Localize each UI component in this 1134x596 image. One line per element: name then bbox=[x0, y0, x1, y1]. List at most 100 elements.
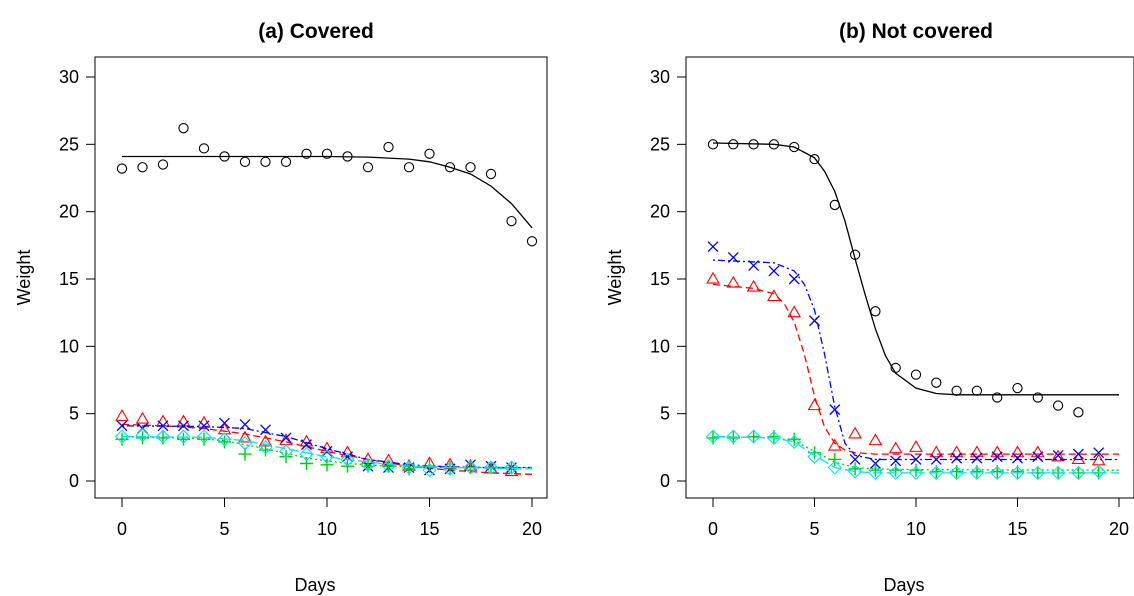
series-x bbox=[707, 241, 1119, 469]
series-triangle bbox=[706, 271, 1119, 466]
data-point-x bbox=[219, 417, 230, 429]
data-point-circle bbox=[465, 162, 476, 173]
series-circle bbox=[116, 123, 538, 247]
series-diamond bbox=[114, 428, 533, 478]
data-point-diamond bbox=[705, 429, 721, 444]
data-point-diamond bbox=[726, 429, 741, 444]
data-point-x bbox=[198, 420, 210, 432]
data-point-triangle bbox=[1051, 449, 1065, 462]
data-point-x bbox=[1012, 452, 1023, 464]
data-point-circle bbox=[137, 162, 148, 173]
data-point-triangle bbox=[746, 279, 761, 292]
data-point-x bbox=[727, 251, 739, 263]
data-point-diamond bbox=[1091, 464, 1106, 479]
y-tick-label: 15 bbox=[650, 269, 670, 289]
data-point-triangle bbox=[135, 411, 150, 424]
data-point-triangle bbox=[1010, 445, 1025, 458]
x-axis-title: Days bbox=[294, 575, 335, 595]
fit-line-plus bbox=[712, 435, 1120, 471]
data-point-x bbox=[951, 452, 963, 464]
data-point-x bbox=[788, 273, 800, 285]
fit-line-circle bbox=[122, 155, 533, 229]
data-point-diamond bbox=[299, 446, 314, 462]
data-point-diamond bbox=[969, 465, 984, 480]
data-point-diamond bbox=[929, 465, 944, 480]
data-point-circle bbox=[1052, 400, 1064, 411]
data-point-plus bbox=[279, 450, 293, 464]
plot-frame bbox=[94, 56, 548, 499]
data-point-diamond bbox=[908, 465, 924, 480]
data-point-x bbox=[910, 453, 922, 465]
data-point-diamond bbox=[807, 449, 822, 464]
data-point-diamond bbox=[258, 440, 273, 455]
data-point-diamond bbox=[155, 429, 171, 444]
data-point-triangle bbox=[115, 409, 129, 421]
data-point-diamond bbox=[848, 464, 863, 479]
data-point-x bbox=[1032, 451, 1044, 463]
x-tick-label: 5 bbox=[219, 519, 229, 539]
data-point-triangle bbox=[767, 289, 781, 302]
data-point-circle bbox=[362, 162, 374, 173]
fit-line-diamond bbox=[121, 435, 533, 470]
chart-title: (a) Covered bbox=[258, 20, 374, 43]
data-point-circle bbox=[992, 392, 1003, 403]
data-point-plus bbox=[382, 459, 395, 473]
y-tick-label: 0 bbox=[69, 471, 79, 491]
data-point-diamond bbox=[1051, 465, 1066, 480]
data-point-diamond bbox=[278, 444, 294, 459]
data-point-circle bbox=[890, 362, 901, 374]
x-tick-label: 5 bbox=[809, 519, 819, 539]
data-point-diamond bbox=[381, 459, 396, 474]
series-circle bbox=[707, 139, 1119, 418]
data-point-diamond bbox=[949, 465, 964, 480]
y-tick-label: 0 bbox=[660, 471, 670, 491]
data-point-x bbox=[890, 455, 902, 467]
data-point-x bbox=[157, 420, 169, 432]
data-point-triangle bbox=[929, 445, 944, 458]
data-point-x bbox=[260, 424, 271, 436]
data-point-plus bbox=[423, 459, 436, 473]
x-tick-label: 20 bbox=[522, 519, 542, 539]
data-point-x bbox=[1052, 449, 1064, 461]
data-point-circle bbox=[342, 151, 353, 162]
fit-line-circle bbox=[712, 142, 1119, 396]
x-tick-label: 15 bbox=[419, 519, 439, 539]
data-point-diamond bbox=[766, 430, 781, 445]
data-point-x bbox=[301, 439, 312, 451]
data-point-diamond bbox=[360, 457, 376, 472]
x-tick-label: 10 bbox=[317, 519, 337, 539]
data-point-diamond bbox=[114, 429, 130, 444]
y-tick-label: 10 bbox=[650, 336, 670, 356]
data-point-circle bbox=[971, 385, 983, 396]
y-tick-label: 30 bbox=[59, 67, 79, 87]
data-point-circle bbox=[157, 159, 169, 170]
data-point-circle bbox=[526, 236, 538, 247]
y-axis-title: Weight bbox=[14, 250, 34, 306]
y-tick-label: 15 bbox=[59, 269, 79, 289]
data-point-triangle bbox=[868, 433, 883, 446]
data-point-circle bbox=[424, 148, 435, 159]
data-point-diamond bbox=[990, 465, 1005, 480]
fit-line-triangle bbox=[712, 283, 1119, 455]
data-point-circle bbox=[829, 199, 840, 211]
data-point-diamond bbox=[196, 429, 212, 444]
data-point-diamond bbox=[442, 461, 458, 476]
data-point-triangle bbox=[970, 445, 984, 458]
data-point-diamond bbox=[868, 465, 883, 480]
data-point-circle bbox=[239, 156, 251, 167]
data-point-diamond bbox=[135, 428, 150, 443]
data-point-triangle bbox=[909, 440, 923, 452]
data-point-diamond bbox=[217, 432, 232, 447]
data-point-plus bbox=[747, 430, 761, 444]
x-tick-label: 0 bbox=[708, 519, 718, 539]
chart-title: (b) Not covered bbox=[839, 20, 993, 43]
data-point-x bbox=[829, 404, 841, 416]
data-point-triangle bbox=[726, 275, 741, 288]
fit-line-triangle bbox=[121, 423, 533, 475]
data-point-triangle bbox=[217, 422, 232, 435]
data-point-circle bbox=[870, 306, 881, 317]
data-point-x bbox=[178, 420, 189, 432]
data-point-diamond bbox=[237, 436, 253, 451]
